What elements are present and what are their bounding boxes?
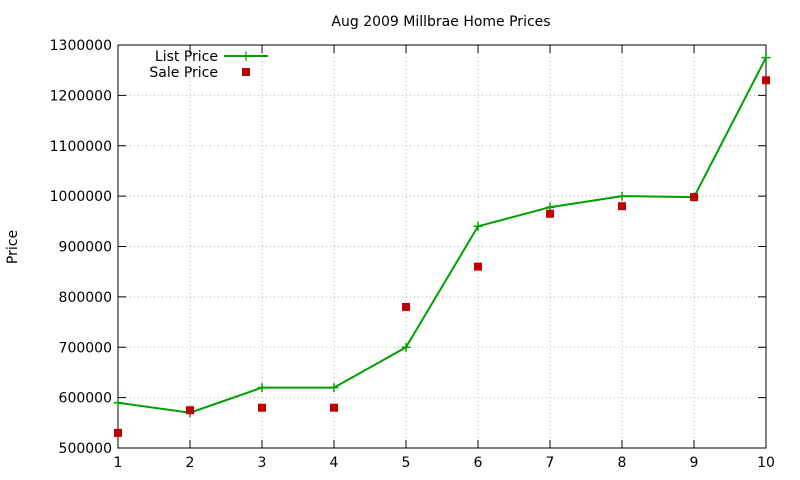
x-tick-label: 8 xyxy=(618,455,627,471)
list-price-marker xyxy=(617,191,627,201)
chart-title: Aug 2009 Millbrae Home Prices xyxy=(331,14,550,30)
plot-frame xyxy=(117,44,767,449)
y-tick-label: 600000 xyxy=(59,391,112,407)
series-sale-price xyxy=(114,76,770,437)
list-price-line xyxy=(117,57,767,414)
x-tick-label: 3 xyxy=(258,455,267,471)
sale-price-point xyxy=(114,428,122,437)
x-tick-label: 7 xyxy=(546,455,555,471)
list-price-marker xyxy=(761,53,771,63)
series-list-price xyxy=(113,53,771,418)
x-tick-label: 5 xyxy=(402,455,411,471)
sale-price-point xyxy=(474,262,482,271)
y-tick-label: 1200000 xyxy=(50,88,112,104)
grid-lines xyxy=(117,44,767,449)
y-axis-label: Price xyxy=(5,230,21,264)
sale-price-point xyxy=(762,76,770,85)
legend-label-sale-price: Sale Price xyxy=(149,65,218,81)
sale-price-point xyxy=(546,209,554,218)
sale-price-point xyxy=(186,406,194,415)
y-tick-label: 800000 xyxy=(59,290,112,306)
sale-price-point xyxy=(402,302,410,311)
sale-price-point xyxy=(690,193,698,202)
y-tick-label: 1100000 xyxy=(50,139,112,155)
x-tick-label: 4 xyxy=(330,455,339,471)
list-price-marker xyxy=(113,398,123,408)
y-tick-label: 1300000 xyxy=(50,38,112,54)
y-tick-label: 900000 xyxy=(59,240,112,256)
legend-marker-list-price: + xyxy=(240,47,253,65)
list-price-marker xyxy=(401,342,411,352)
x-tick-label: 1 xyxy=(114,455,123,471)
legend-label-list-price: List Price xyxy=(155,49,218,65)
x-tick-label: 9 xyxy=(690,455,699,471)
x-tick-label: 6 xyxy=(474,455,483,471)
x-tick-label: 2 xyxy=(186,455,195,471)
x-tick-label: 10 xyxy=(757,455,775,471)
y-tick-label: 500000 xyxy=(59,441,112,457)
legend-swatch-sale-price xyxy=(242,68,250,76)
sale-price-point xyxy=(258,403,266,412)
x-tick-labels: 1 2 3 4 5 6 7 8 9 10 xyxy=(114,455,775,471)
list-price-marker xyxy=(329,383,339,393)
list-price-marker xyxy=(473,221,483,231)
sale-price-point xyxy=(330,403,338,412)
y-tick-label: 700000 xyxy=(59,340,112,356)
sale-price-point xyxy=(618,202,626,211)
list-price-marker xyxy=(257,383,267,393)
y-tick-labels: 500000 600000 700000 800000 900000 1000000 110… xyxy=(50,38,112,457)
legend: List Price + Sale Price xyxy=(149,47,268,81)
y-tick-label: 1000000 xyxy=(50,189,112,205)
